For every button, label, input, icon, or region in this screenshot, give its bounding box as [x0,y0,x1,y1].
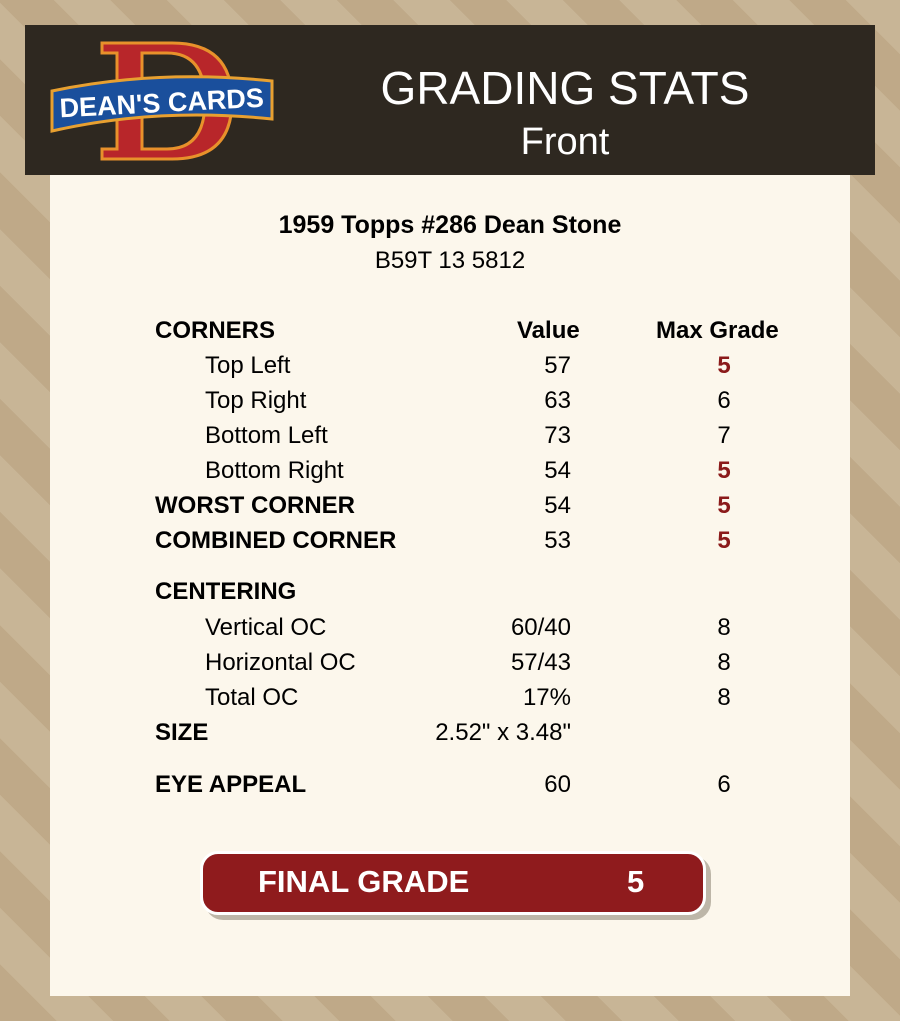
row-value: 54 [544,492,571,519]
row-max-grade: 5 [717,527,731,554]
final-grade-value: 5 [627,864,645,899]
row-max-grade: 7 [717,422,731,449]
row-value: 2.52" x 3.48" [435,719,571,746]
row-value: 54 [544,457,571,484]
row-value: 60/40 [510,614,571,641]
row-label: Horizontal OC [205,649,356,676]
row-label: Top Left [205,352,291,379]
row-value: 57 [544,352,571,379]
section-corners: CORNERS [155,317,276,344]
row-label: SIZE [155,719,209,746]
row-max-grade: 6 [717,387,731,414]
row-value: 53 [544,527,571,554]
card-code: B59T 13 5812 [374,247,526,274]
row-label: Vertical OC [205,614,327,641]
section-centering: CENTERING [155,578,297,605]
row-max-grade: 8 [717,649,731,676]
row-value: 57/43 [510,649,571,676]
card-title: 1959 Topps #286 Dean Stone [278,211,622,239]
row-label: Top Right [205,387,307,414]
row-label: COMBINED CORNER [155,527,397,554]
row-value: 63 [544,387,571,414]
row-label: Total OC [205,684,299,711]
row-max-grade: 8 [717,684,731,711]
row-label: Bottom Left [205,422,328,449]
column-max-grade: Max Grade [656,317,779,344]
row-max-grade: 8 [717,614,731,641]
row-value: 17% [522,684,571,711]
page-subtitle: Front [520,121,610,163]
row-label: WORST CORNER [155,492,355,519]
final-grade-label: FINAL GRADE [258,864,470,899]
row-max-grade: 6 [717,771,731,798]
final-grade-banner: FINAL GRADE 5 [200,851,706,915]
column-value: Value [517,317,580,344]
row-label: EYE APPEAL [155,771,307,798]
row-value: 73 [544,422,571,449]
row-value: 60 [544,771,571,798]
deans-cards-logo: DEAN'S CARDS [50,41,274,161]
row-max-grade: 5 [717,492,731,519]
row-max-grade: 5 [717,352,731,379]
header: DEAN'S CARDS GRADING STATS Front [25,25,875,175]
row-max-grade: 5 [717,457,731,484]
page-title: GRADING STATS [380,62,750,114]
row-label: Bottom Right [205,457,344,484]
